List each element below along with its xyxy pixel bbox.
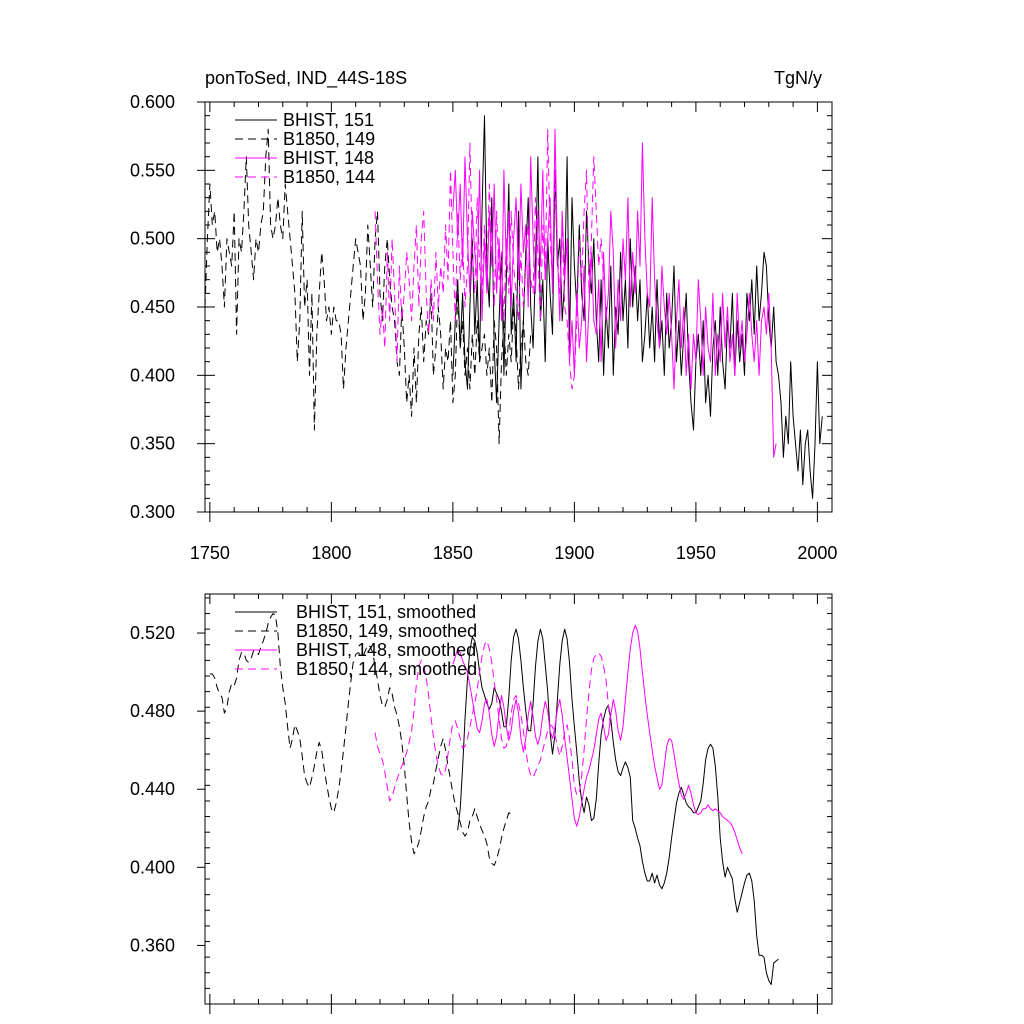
top-chart-units: TgN/y: [774, 68, 822, 88]
top-legend-label: BHIST, 148: [283, 148, 374, 168]
x-tick-label: 2000: [797, 543, 837, 563]
y-tick-label: 0.520: [130, 623, 175, 643]
bottom-legend-label: B1850, 144, smoothed: [296, 659, 477, 679]
top-legend-label: B1850, 149: [283, 129, 375, 149]
x-tick-label: 1950: [676, 543, 716, 563]
y-tick-label: 0.360: [130, 935, 175, 955]
top-chart-title: ponToSed, IND_44S-18S: [205, 68, 407, 89]
x-tick-label: 1900: [554, 543, 594, 563]
y-tick-label: 0.400: [130, 365, 175, 385]
y-tick-label: 0.480: [130, 701, 175, 721]
top-series-group: [204, 115, 823, 499]
y-tick-label: 0.600: [130, 92, 175, 112]
x-tick-label: 1800: [311, 543, 351, 563]
x-tick-label: 1750: [190, 543, 230, 563]
top-series-line-3: [452, 128, 777, 458]
bottom-series-line-4: [374, 640, 612, 802]
y-tick-label: 0.400: [130, 857, 175, 877]
bottom-axis-ticks: 0.360 0.400 0.440 0.480 0.520: [130, 594, 832, 1014]
top-panel: ponToSed, IND_44S-18S TgN/y 1750 1800 1850…: [130, 68, 837, 563]
y-tick-label: 0.300: [130, 502, 175, 522]
bottom-plot-frame: [204, 593, 833, 1005]
y-tick-label: 0.440: [130, 779, 175, 799]
y-tick-label: 0.350: [130, 434, 175, 454]
top-series-line-4: [374, 128, 605, 390]
y-tick-label: 0.500: [130, 229, 175, 249]
bottom-series-line-2: [209, 613, 512, 866]
bottom-legend-label: BHIST, 148, smoothed: [296, 640, 476, 660]
bottom-series-line-3: [452, 624, 743, 854]
bottom-series-line-1: [457, 628, 779, 985]
bottom-panel: 0.360 0.400 0.440 0.480 0.520 BHIST, 151, sm…: [130, 593, 833, 1014]
top-series-line-1: [452, 115, 823, 499]
bottom-series-group: [209, 613, 779, 985]
top-legend-label: BHIST, 151: [283, 110, 374, 130]
y-tick-label: 0.450: [130, 297, 175, 317]
top-series-line-2: [204, 128, 532, 445]
bottom-legend-label: BHIST, 151, smoothed: [296, 602, 476, 622]
x-tick-label: 1850: [433, 543, 473, 563]
y-tick-label: 0.550: [130, 160, 175, 180]
top-legend-label: B1850, 144: [283, 167, 375, 187]
top-axis-ticks: 1750 1800 1850 1900 1950 2000 0.300 0.350 0.400 0…: [130, 92, 837, 563]
bottom-legend-label: B1850, 149, smoothed: [296, 621, 477, 641]
